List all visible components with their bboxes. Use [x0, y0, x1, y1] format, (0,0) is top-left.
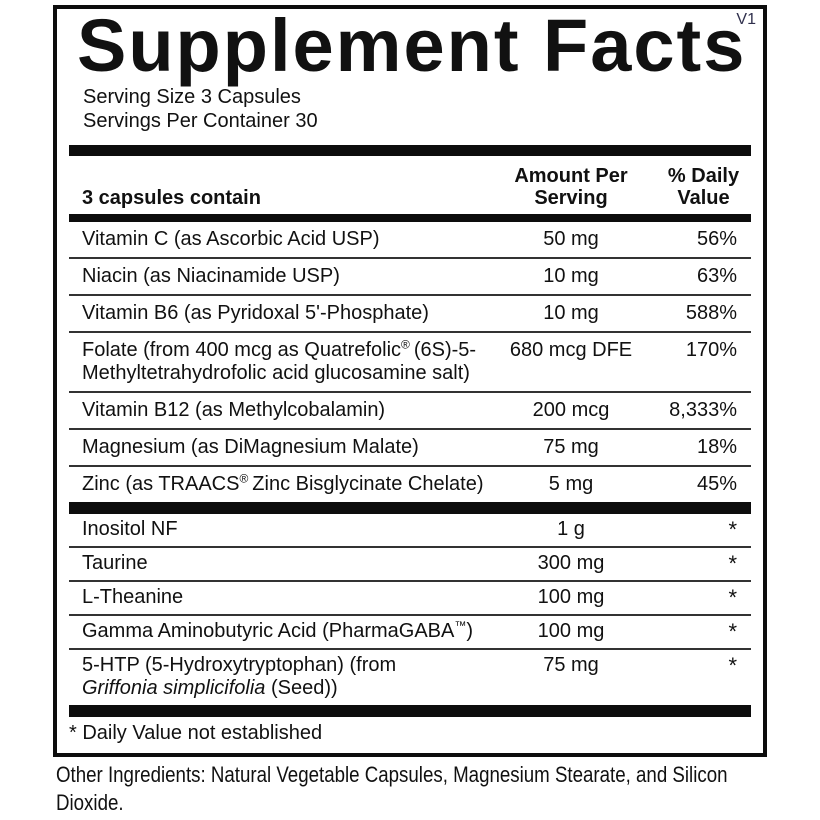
serving-info: Serving Size 3 Capsules Servings Per Con… — [83, 85, 751, 133]
servings-per-container-line: Servings Per Container 30 — [83, 110, 318, 132]
daily-value: * — [728, 619, 737, 644]
ingredient-table: Vitamin C (as Ascorbic Acid USP) 50 mg 56%… — [69, 222, 751, 705]
daily-value: 63% — [696, 265, 737, 287]
ingredient-name: Vitamin B12 (as Methylcobalamin) — [82, 399, 386, 421]
amount-per-serving: 75 mg — [543, 436, 599, 458]
ingredient-name: Vitamin C (as Ascorbic Acid USP) — [82, 228, 380, 250]
ingredient-name: L-Theanine — [82, 586, 184, 608]
daily-value: 588% — [685, 302, 737, 324]
amount-per-serving: 75 mg — [543, 654, 599, 676]
panel-title: Supplement Facts — [77, 4, 747, 87]
amount-per-serving: 10 mg — [543, 265, 599, 287]
table-row: Vitamin B12 (as Methylcobalamin) 200 mcg 8… — [69, 391, 751, 428]
daily-value: 170% — [685, 339, 737, 361]
ingredient-name: Inositol NF — [82, 518, 178, 540]
other-ingredients-text: Other Ingredients: Natural Vegetable Cap… — [56, 762, 728, 815]
column-header-dv-line1: % Daily — [667, 165, 740, 187]
daily-value-footnote: * Daily Value not established — [69, 722, 323, 744]
header-top-bar — [69, 145, 751, 156]
ingredient-name: Gamma Aminobutyric Acid (PharmaGABA™) — [82, 618, 474, 642]
ingredient-name: Magnesium (as DiMagnesium Malate) — [82, 436, 419, 458]
ingredient-name: Zinc (as TRAACS® Zinc Bisglycinate Chela… — [82, 471, 484, 495]
column-header-amount-line1: Amount Per — [514, 165, 628, 187]
column-header-ingredients: 3 capsules contain — [82, 187, 261, 209]
ingredient-group: Vitamin C (as Ascorbic Acid USP) 50 mg 56%… — [69, 222, 751, 502]
ingredient-group: Inositol NF 1 g * Taurine 300 mg * L-Theanine 1… — [69, 514, 751, 705]
amount-per-serving: 680 mcg DFE — [509, 339, 633, 361]
section-divider-bar — [69, 502, 751, 514]
table-row: Gamma Aminobutyric Acid (PharmaGABA™) 100… — [69, 614, 751, 648]
table-row: Vitamin B6 (as Pyridoxal 5'-Phosphate) 10… — [69, 294, 751, 331]
daily-value: * — [728, 551, 737, 576]
ingredient-name: Folate (from 400 mcg as Quatrefolic® (6S… — [82, 337, 477, 384]
header-bottom-bar — [69, 214, 751, 222]
amount-per-serving: 200 mcg — [532, 399, 610, 421]
table-row: L-Theanine 100 mg * — [69, 580, 751, 614]
column-header-amount-line2: Serving — [534, 187, 608, 209]
table-row: Inositol NF 1 g * — [69, 514, 751, 546]
table-row: Taurine 300 mg * — [69, 546, 751, 580]
amount-per-serving: 5 mg — [548, 473, 594, 495]
ingredient-name: Vitamin B6 (as Pyridoxal 5'-Phosphate) — [82, 302, 429, 324]
amount-per-serving: 300 mg — [537, 552, 605, 574]
amount-per-serving: 1 g — [557, 518, 585, 540]
table-row: Zinc (as TRAACS® Zinc Bisglycinate Chela… — [69, 465, 751, 502]
amount-per-serving: 100 mg — [537, 620, 605, 642]
version-tag: V1 — [736, 11, 756, 28]
supplement-facts-panel: V1 Supplement Facts Serving Size 3 Capsu… — [53, 5, 767, 757]
column-header-daily-value: % Daily Value — [656, 165, 751, 209]
table-row: Magnesium (as DiMagnesium Malate) 75 mg 18… — [69, 428, 751, 465]
daily-value: * — [728, 517, 737, 542]
daily-value: 45% — [696, 473, 737, 495]
amount-per-serving: 10 mg — [543, 302, 599, 324]
table-row: Folate (from 400 mcg as Quatrefolic® (6S… — [69, 331, 751, 391]
table-row: 5-HTP (5-Hydroxytryptophan) (from Griffon… — [69, 648, 751, 705]
daily-value: * — [728, 653, 737, 678]
ingredient-name: 5-HTP (5-Hydroxytryptophan) (from Griffon… — [82, 654, 397, 699]
amount-per-serving: 50 mg — [543, 228, 599, 250]
footer-bar — [69, 705, 751, 717]
ingredient-name: Niacin (as Niacinamide USP) — [82, 265, 340, 287]
serving-size-line: Serving Size 3 Capsules — [83, 86, 301, 108]
daily-value: 18% — [696, 436, 737, 458]
column-header-amount: Amount Per Serving — [486, 165, 656, 209]
ingredient-name: Taurine — [82, 552, 148, 574]
table-row: Vitamin C (as Ascorbic Acid USP) 50 mg 56% — [69, 222, 751, 257]
table-header: 3 capsules contain Amount Per Serving % … — [69, 156, 751, 214]
column-header-dv-line2: Value — [677, 187, 730, 209]
daily-value: 56% — [696, 228, 737, 250]
amount-per-serving: 100 mg — [537, 586, 605, 608]
daily-value: * — [728, 585, 737, 610]
table-row: Niacin (as Niacinamide USP) 10 mg 63% — [69, 257, 751, 294]
daily-value: 8,333% — [669, 399, 737, 421]
